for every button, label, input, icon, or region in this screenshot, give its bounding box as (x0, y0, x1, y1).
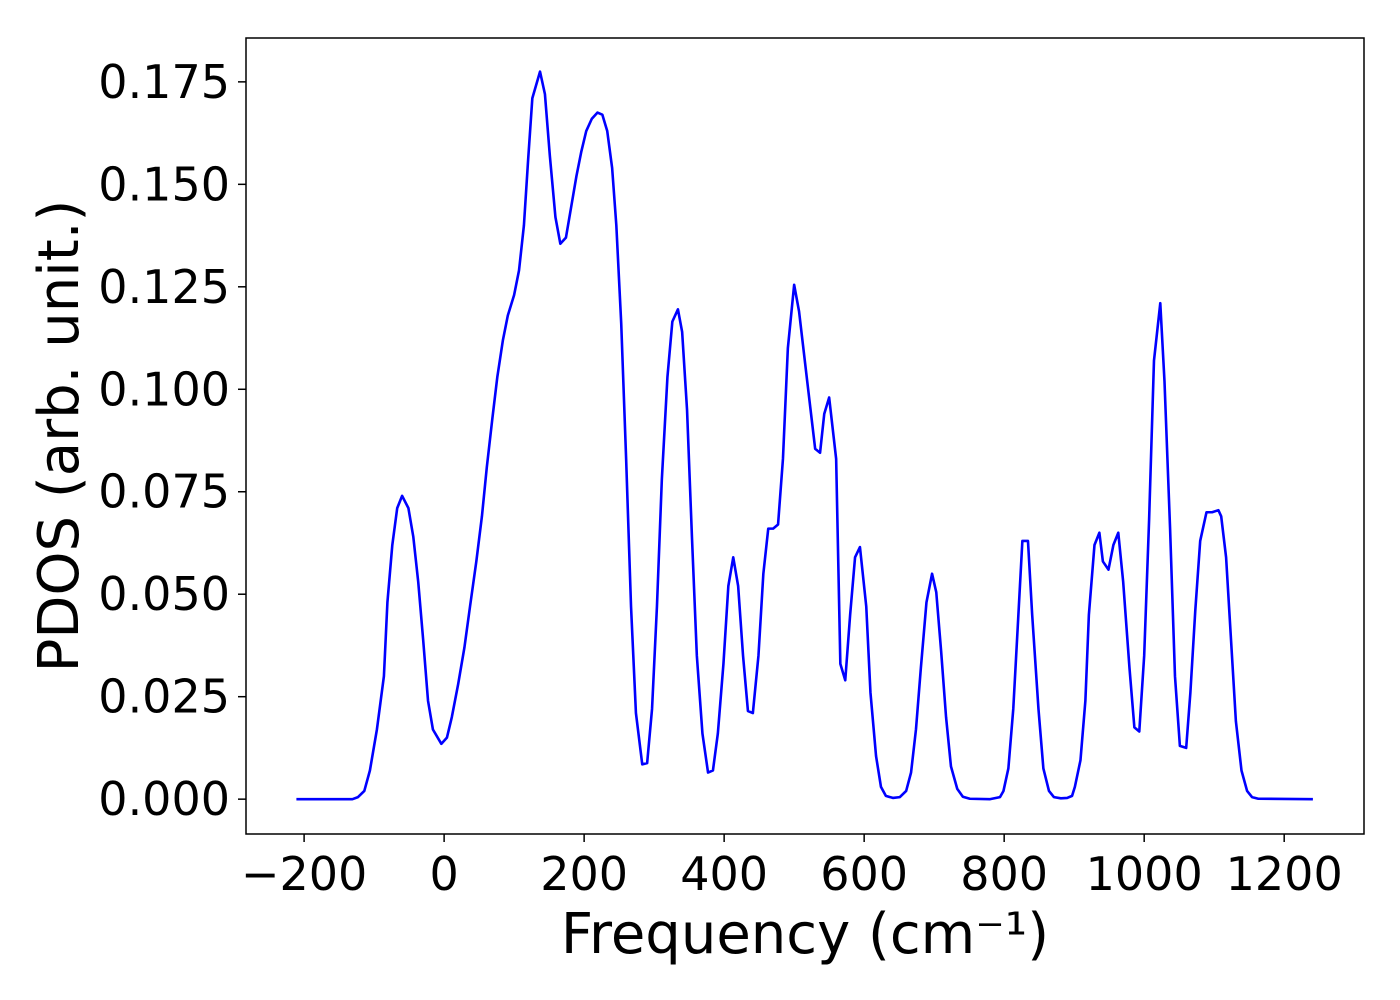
y-tick-label: 0.150 (98, 157, 230, 211)
y-tick-label: 0.125 (98, 260, 230, 314)
y-tick-label: 0.175 (98, 55, 230, 109)
pdos-line (296, 70, 1313, 801)
x-tick-label: −200 (241, 847, 367, 901)
x-tick-label: 800 (960, 847, 1048, 901)
y-axis-label: PDOS (arb. unit.) (27, 200, 92, 673)
plot-frame (245, 37, 1365, 835)
x-tick-label: 200 (540, 847, 628, 901)
y-tick-label: 0.000 (98, 772, 230, 826)
y-tick-label: 0.050 (98, 567, 230, 621)
x-tick-label: 400 (680, 847, 768, 901)
x-tick-label: 600 (820, 847, 908, 901)
y-tick-label: 0.075 (98, 465, 230, 519)
x-tick-label: 0 (429, 847, 458, 901)
y-tick-label: 0.025 (98, 670, 230, 724)
y-tick-label: 0.100 (98, 362, 230, 416)
x-tick-label: 1200 (1226, 847, 1343, 901)
x-tick-label: 1000 (1086, 847, 1203, 901)
x-axis-label: Frequency (cm⁻¹) (561, 902, 1049, 967)
